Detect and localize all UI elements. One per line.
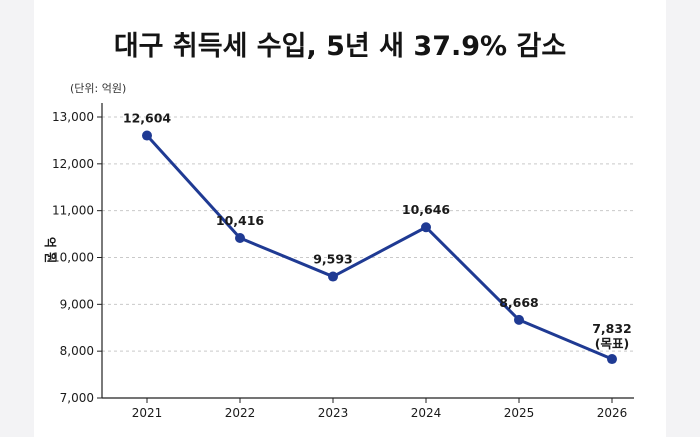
y-tick-label: 7,000	[60, 391, 94, 405]
data-label: 9,593	[313, 252, 353, 267]
data-point	[514, 314, 524, 325]
data-point	[142, 130, 152, 141]
data-point	[421, 222, 431, 233]
data-label: 7,832	[592, 321, 632, 336]
data-point	[607, 354, 617, 365]
data-label: 12,604	[123, 111, 172, 126]
x-tick-label: 2025	[504, 406, 535, 420]
data-label: 10,646	[402, 202, 451, 217]
data-label: 8,668	[499, 295, 539, 310]
axes	[101, 103, 634, 399]
line-chart: 대구 취득세 수입, 5년 새 37.9% 감소 (단위: 억원) 억 원 7,…	[43, 31, 634, 420]
y-tick-label: 9,000	[60, 297, 94, 311]
y-tick-label: 11,000	[52, 204, 94, 218]
data-label-note: (목표)	[595, 336, 629, 351]
x-tick-label: 2022	[225, 406, 256, 420]
y-tick-label: 12,000	[52, 157, 94, 171]
chart-title: 대구 취득세 수입, 5년 새 37.9% 감소	[114, 31, 566, 62]
y-tick-label: 8,000	[60, 344, 94, 358]
chart-card: 대구 취득세 수입, 5년 새 37.9% 감소 (단위: 억원) 억 원 7,…	[34, 0, 666, 437]
x-tick-label: 2021	[132, 406, 163, 420]
x-ticks: 2021 2022 2023 2024 2025 2026	[132, 398, 628, 420]
y-tick-label: 10,000	[52, 251, 94, 265]
data-point	[235, 233, 245, 244]
grid	[102, 116, 634, 352]
unit-note: (단위: 억원)	[70, 82, 126, 95]
x-tick-label: 2023	[318, 406, 349, 420]
series-line-group	[142, 130, 617, 365]
x-tick-label: 2026	[597, 406, 628, 420]
y-tick-label: 13,000	[52, 110, 94, 124]
x-tick-label: 2024	[411, 406, 442, 420]
y-ticks: 7,000 8,000 9,000 10,000 11,000 12,000 13,000	[52, 110, 102, 405]
y-axis-label: 억 원	[43, 237, 57, 263]
data-labels: 12,604 10,416 9,593 10,646 8,668 7,832(목표)	[123, 111, 632, 351]
series-line	[145, 134, 613, 361]
data-label: 10,416	[216, 213, 265, 228]
data-point	[328, 271, 338, 282]
